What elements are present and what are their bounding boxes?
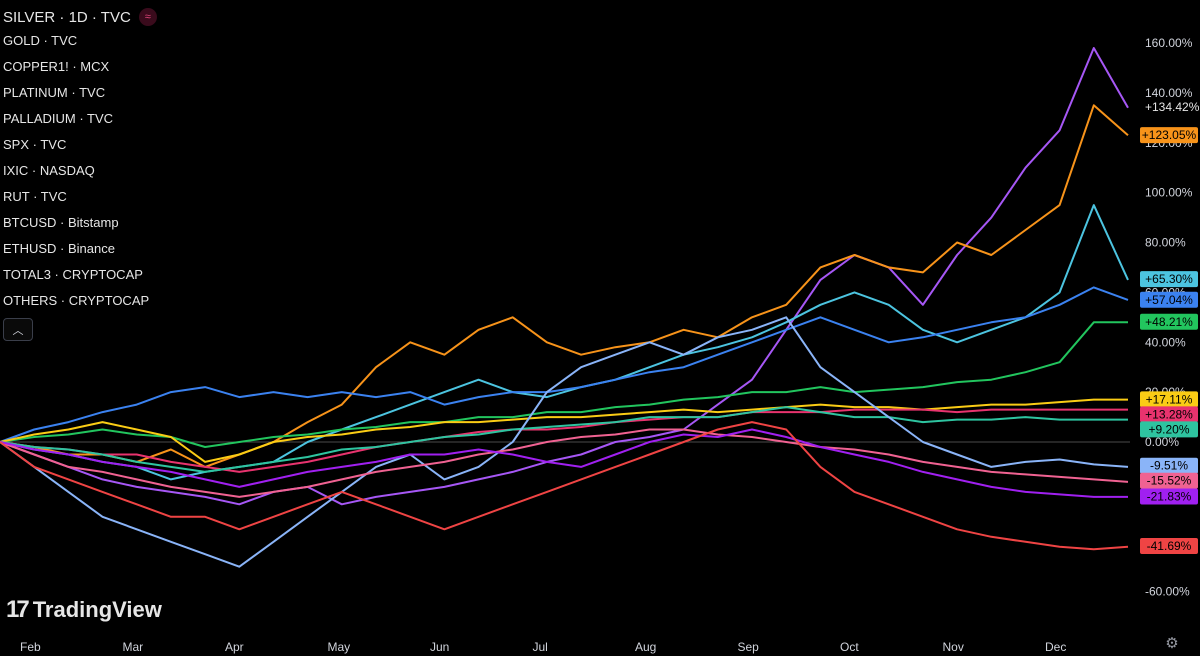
- legend-item[interactable]: RUT · TVC: [3, 189, 67, 204]
- series-line[interactable]: [0, 421, 1129, 551]
- value-badge: +65.30%: [1145, 272, 1193, 286]
- y-tick-label: 100.00%: [1145, 186, 1193, 200]
- legend-item[interactable]: PALLADIUM · TVC: [3, 111, 114, 126]
- series-line[interactable]: [0, 398, 1128, 463]
- series-line[interactable]: [0, 204, 1129, 481]
- series-line[interactable]: [0, 428, 1129, 498]
- live-data-icon: ≈: [138, 8, 157, 26]
- legend-item[interactable]: TOTAL3 · CRYPTOCAP: [3, 267, 143, 282]
- tradingview-logo: 17 TradingView: [6, 596, 162, 624]
- value-badge-bg: [1140, 472, 1198, 489]
- value-badge: -15.52%: [1147, 474, 1192, 488]
- value-badge: +13.28%: [1145, 407, 1193, 421]
- legend: SILVER · 1D · TVC ≈ GOLD · TVC COPPER1! ·…: [3, 6, 157, 314]
- x-tick-label: Nov: [943, 640, 964, 654]
- value-badge-bg: [1140, 457, 1198, 474]
- value-badge: +9.20%: [1148, 422, 1189, 436]
- x-tick-label: Aug: [635, 640, 656, 654]
- settings-gear-icon[interactable]: ⚙: [1165, 635, 1179, 652]
- value-badge: -9.51%: [1150, 459, 1188, 473]
- y-tick-label: 160.00%: [1145, 36, 1193, 50]
- main-symbol-label[interactable]: SILVER · 1D · TVC: [3, 8, 131, 26]
- series-line[interactable]: [0, 47, 1129, 506]
- x-tick-label: Jun: [430, 640, 449, 654]
- legend-items: GOLD · TVC COPPER1! · MCX PLATINUM · TVC PA…: [3, 28, 157, 314]
- value-badge-bg: [1140, 313, 1198, 330]
- value-badge: +123.05%: [1142, 128, 1197, 142]
- y-tick-label: 80.00%: [1145, 236, 1186, 250]
- legend-item[interactable]: COPPER1! · MCX: [3, 59, 110, 74]
- legend-item[interactable]: IXIC · NASDAQ: [3, 163, 95, 178]
- legend-item[interactable]: OTHERS · CRYPTOCAP: [3, 293, 150, 308]
- x-tick-label: Sep: [738, 640, 760, 654]
- series-line[interactable]: [0, 408, 1128, 473]
- series-line[interactable]: [0, 321, 1128, 448]
- x-tick-label: Jul: [533, 640, 548, 654]
- collapse-legend-button[interactable]: ︿: [3, 318, 33, 341]
- value-badge: -41.69%: [1147, 539, 1192, 553]
- chevron-up-icon: ︿: [12, 324, 24, 337]
- y-tick-label: 140.00%: [1145, 86, 1193, 100]
- value-badge-bg: [1140, 127, 1198, 144]
- value-badge: +57.04%: [1145, 293, 1193, 307]
- value-badge: +17.11%: [1146, 392, 1193, 406]
- value-badge-bg: [1140, 271, 1198, 288]
- value-badge-bg: [1140, 391, 1198, 408]
- x-tick-label: Dec: [1045, 640, 1066, 654]
- legend-main-row[interactable]: SILVER · 1D · TVC ≈: [3, 6, 157, 28]
- series-line[interactable]: [0, 286, 1129, 443]
- x-tick-label: May: [328, 640, 351, 654]
- x-tick-label: Mar: [123, 640, 144, 654]
- legend-item[interactable]: BTCUSD · Bitstamp: [3, 215, 119, 230]
- value-badge-bg: [1140, 488, 1198, 505]
- legend-item[interactable]: PLATINUM · TVC: [3, 85, 106, 100]
- value-badge-bg: [1140, 421, 1198, 438]
- x-tick-label: Oct: [840, 640, 859, 654]
- value-badge: -21.83%: [1147, 489, 1192, 503]
- legend-item[interactable]: GOLD · TVC: [3, 33, 78, 48]
- x-tick-label: Feb: [20, 640, 41, 654]
- y-tick-label: 40.00%: [1145, 335, 1186, 349]
- series-line[interactable]: [0, 406, 1128, 473]
- value-badge: +48.21%: [1145, 315, 1193, 329]
- y-tick-label: 0.00%: [1145, 435, 1179, 449]
- value-badge-bg: [1140, 406, 1198, 423]
- y-tick-label: -60.00%: [1145, 585, 1190, 599]
- legend-item[interactable]: ETHUSD · Binance: [3, 241, 115, 256]
- series-line[interactable]: [0, 316, 1129, 568]
- tradingview-wordmark: TradingView: [32, 597, 162, 622]
- value-badge-bg: [1140, 537, 1198, 554]
- series-line[interactable]: [0, 428, 1128, 498]
- value-badge: +134.42%: [1145, 100, 1200, 114]
- legend-item[interactable]: SPX · TVC: [3, 137, 67, 152]
- value-badge-bg: [1140, 291, 1198, 308]
- series-line[interactable]: [0, 104, 1129, 468]
- x-tick-label: Apr: [225, 640, 244, 654]
- tradingview-mark-icon: 17: [6, 596, 30, 623]
